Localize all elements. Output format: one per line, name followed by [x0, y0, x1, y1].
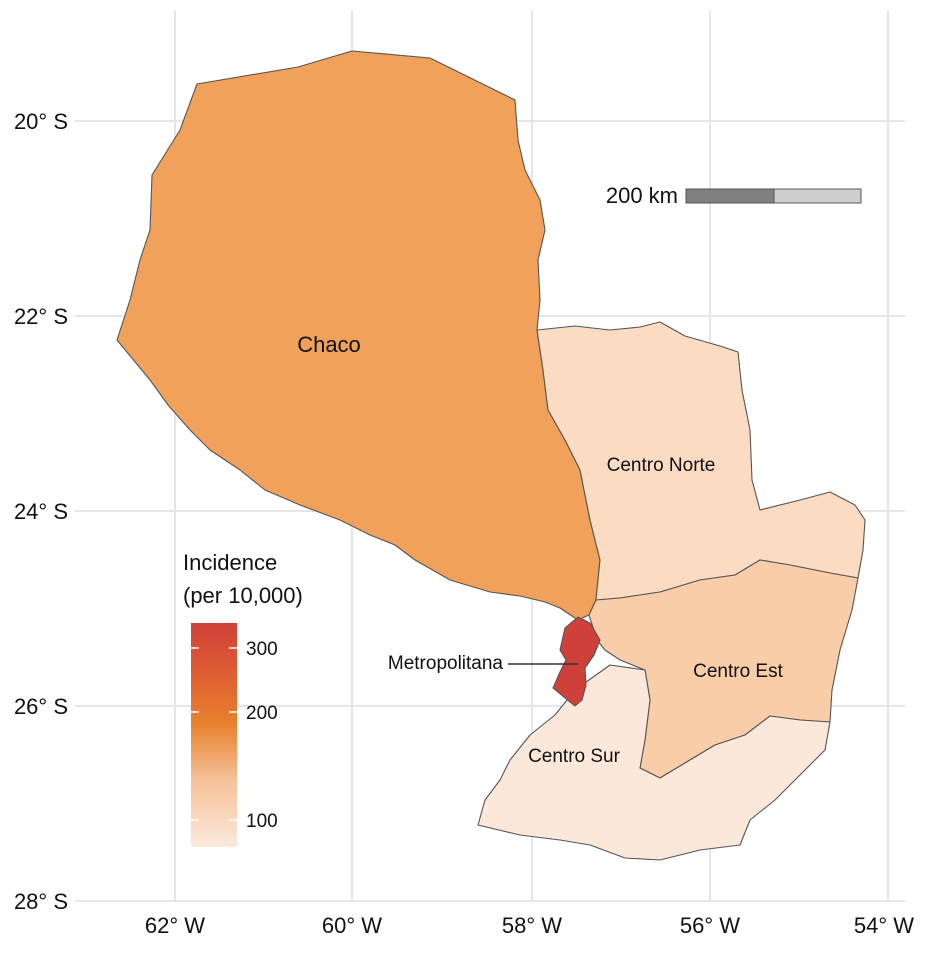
region-centro-sur[interactable]: [477, 664, 831, 861]
label-centro-sur: Centro Sur: [528, 746, 621, 767]
x-tick-60w: 60° W: [322, 913, 382, 938]
y-tick-20s: 20° S: [14, 109, 68, 134]
region-chaco[interactable]: [116, 50, 601, 621]
scale-bar-dark-segment: [685, 188, 775, 204]
scale-bar-light-segment: [773, 188, 862, 204]
y-tick-26s: 26° S: [14, 694, 68, 719]
y-tick-22s: 22° S: [14, 304, 68, 329]
legend-tick-300: 300: [246, 639, 278, 660]
label-metropolitana: Metropolitana: [388, 653, 504, 674]
legend-color-bar: [191, 623, 237, 847]
label-centro-norte: Centro Norte: [607, 455, 716, 476]
scale-bar-label: 200 km: [606, 183, 678, 208]
label-chaco: Chaco: [297, 332, 361, 357]
y-tick-28s: 28° S: [14, 889, 68, 914]
y-tick-24s: 24° S: [14, 499, 68, 524]
x-tick-54w: 54° W: [854, 913, 914, 938]
legend-tick-100: 100: [246, 811, 278, 832]
label-centro-est: Centro Est: [693, 661, 783, 682]
x-tick-62w: 62° W: [145, 913, 205, 938]
legend-title-line2: (per 10,000): [183, 583, 303, 608]
x-tick-56w: 56° W: [680, 913, 740, 938]
legend-tick-200: 200: [246, 703, 278, 724]
region-centro-norte[interactable]: [536, 321, 866, 601]
legend-title-line1: Incidence: [183, 550, 277, 575]
x-tick-58w: 58° W: [502, 913, 562, 938]
